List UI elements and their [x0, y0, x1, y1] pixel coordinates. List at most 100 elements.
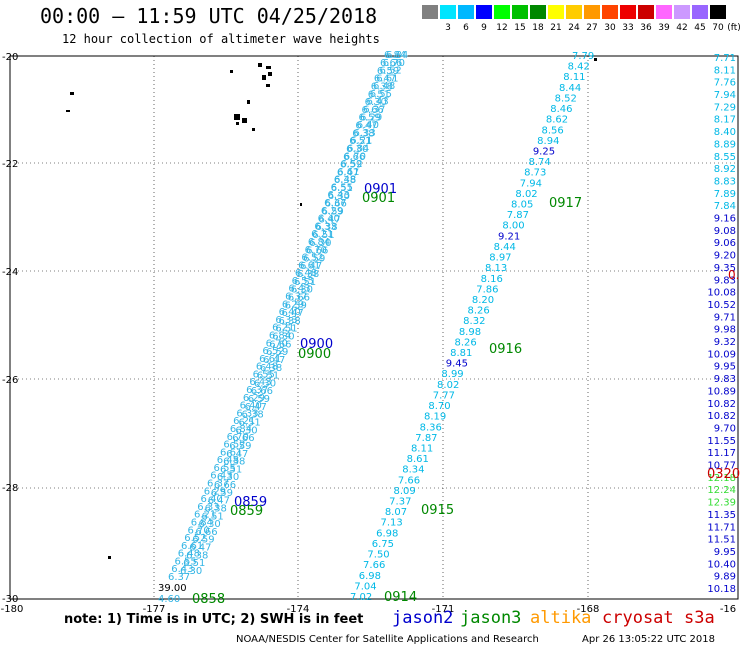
track-a-value: 6.52 — [184, 533, 206, 544]
track-c-value: 8.62 — [546, 115, 568, 126]
track-a-value: 6.55 — [253, 369, 275, 380]
color-scale-swatch — [692, 5, 708, 19]
track-b-value: 6.59 — [303, 253, 325, 264]
track-d-value: 12.39 — [707, 498, 736, 509]
track-b-value: 6.38 — [223, 457, 245, 468]
track-c-value: 9.21 — [498, 231, 520, 242]
track-a-value: 6.43 — [171, 564, 193, 575]
track-a-value: 6.29 — [204, 486, 226, 497]
legend-jason2: jason2 — [392, 608, 454, 628]
color-scale-unit: (ft) — [727, 23, 740, 33]
map-frame — [9, 55, 739, 600]
color-scale-label: 30 — [604, 23, 616, 33]
track-b-value: 6.66 — [251, 386, 273, 397]
track-d-value: 8.40 — [714, 127, 736, 138]
footer-credit: NOAA/NESDIS Center for Satellite Applica… — [236, 634, 539, 645]
track-a-value: 6.21 — [272, 323, 294, 334]
track-a-value: 6.37 — [285, 292, 307, 303]
track-d-value: 9.35 — [714, 263, 736, 274]
color-scale-swatch — [440, 5, 456, 19]
track-c-value: 8.94 — [537, 136, 559, 147]
track-d-value: 9.83 — [714, 275, 736, 286]
color-scale-swatch — [512, 5, 528, 19]
track-a-value: 6.61 — [376, 73, 398, 84]
track-d-value: 10.09 — [707, 349, 736, 360]
track-a-value: 6.70 — [266, 338, 288, 349]
jason3-pass-time: 0901 — [362, 191, 395, 206]
track-a-value: 6.55 — [331, 182, 353, 193]
color-scale-swatch — [566, 5, 582, 19]
track-b-value: 6.66 — [306, 246, 328, 257]
jason3-pass-time: 0900 — [298, 347, 331, 362]
color-scale-swatch — [548, 5, 564, 19]
track-a-value: 6.84 — [347, 143, 369, 154]
track-d-value: 9.20 — [714, 251, 736, 262]
track-b-value: 6.51 — [294, 277, 316, 288]
track-a-value: 6.48 — [334, 175, 356, 186]
color-scale-label: 9 — [481, 23, 487, 33]
track-c-value: 7.86 — [476, 284, 498, 295]
track-c-value: 8.11 — [563, 72, 585, 83]
track-d-value: 7.89 — [714, 189, 736, 200]
track-b-value: 6.38 — [315, 222, 337, 233]
color-scale-label: 15 — [514, 23, 526, 33]
track-d-value: 9.06 — [714, 238, 736, 249]
color-scale-swatch — [602, 5, 618, 19]
track-c-value: 8.19 — [424, 412, 446, 423]
track-c-value: 8.70 — [428, 401, 450, 412]
color-scale-swatch — [422, 5, 438, 19]
track-d-value: 7.94 — [714, 90, 736, 101]
track-a-value: 6.48 — [256, 362, 278, 373]
color-scale-label: 42 — [676, 23, 688, 33]
track-b-value: 6.59 — [285, 300, 307, 311]
color-scale-swatch — [638, 5, 654, 19]
track-b-value: 6.30 — [272, 332, 294, 343]
track-b-value: 6.30 — [365, 97, 387, 108]
color-scale-label: 27 — [586, 23, 598, 33]
track-b-value: 6.38 — [371, 81, 393, 92]
track-a-value: 6.52 — [301, 253, 323, 264]
color-scale-label: 6 — [463, 23, 469, 33]
color-scale-label: 21 — [550, 23, 562, 33]
track-b-value: 6.59 — [340, 160, 362, 171]
track-c-value: 7.13 — [380, 518, 402, 529]
track-b-value: 6.30 — [198, 519, 220, 530]
track-c-value: 8.16 — [481, 274, 503, 285]
track-d-value: 10.82 — [707, 399, 736, 410]
lon-tick-label: -180 — [1, 604, 24, 615]
track-a-value: 6.43 — [249, 377, 271, 388]
track-a-value: 6.29 — [282, 299, 304, 310]
track-b-value: 6.59 — [358, 113, 380, 124]
track-d-value: 12.24 — [707, 485, 736, 496]
track-a-value: 6.29 — [321, 206, 343, 217]
track-a-value: 6.52 — [340, 159, 362, 170]
track-a-value: 6.61 — [259, 354, 281, 365]
label-layer: -180 -177 -174 -171 -168 -16 -20 -22 -24 -26 -28 -3… — [1, 50, 740, 615]
lat-tick-label: -30 — [2, 594, 18, 605]
track-b-value: 6.59 — [211, 488, 233, 499]
track-a-value: 6.55 — [292, 276, 314, 287]
track-b-value: 6.38 — [260, 363, 282, 374]
track-a-value: 6.48 — [178, 549, 200, 560]
lat-tick-label: -20 — [2, 52, 18, 63]
track-a-value: 6.33 — [236, 408, 258, 419]
track-b-value: 6.66 — [325, 199, 347, 210]
track-a-value: 6.55 — [370, 89, 392, 100]
track-a-value: 6.40 — [318, 214, 340, 225]
track-d-value: 10.82 — [707, 411, 736, 422]
track-c-value: 7.87 — [507, 210, 529, 221]
track-c-value: 8.34 — [402, 465, 424, 476]
track-d-value: 9.95 — [714, 362, 736, 373]
track-c-value: 8.44 — [494, 242, 516, 253]
lat-tick-label: -22 — [2, 159, 18, 170]
lon-tick-label: -171 — [432, 604, 455, 615]
track-c-value: 7.04 — [354, 581, 376, 592]
color-scale-swatch — [674, 5, 690, 19]
footer-timestamp: Apr 26 13:05:22 UTC 2018 — [582, 634, 715, 645]
track-c-value: 7.77 — [433, 390, 455, 401]
track-c-value: 8.02 — [515, 189, 537, 200]
track-a-value: 6.84 — [308, 237, 330, 248]
track-d-value: 8.11 — [714, 65, 736, 76]
track-a-value: 6.21 — [194, 510, 216, 521]
